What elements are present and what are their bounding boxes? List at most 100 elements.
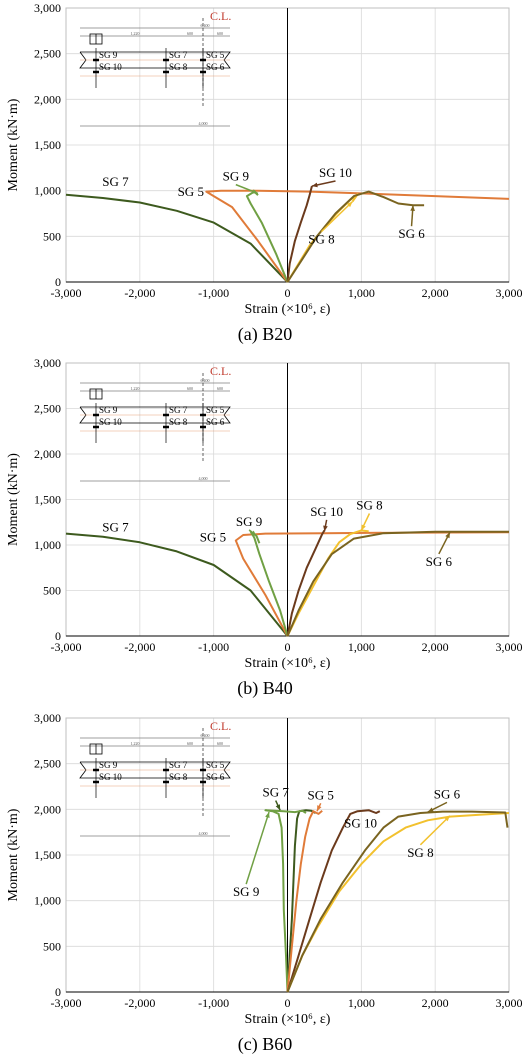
- inset-dim-label: 1,220: [131, 386, 140, 392]
- x-tick-label: 0: [285, 640, 291, 654]
- x-tick-label: 2,000: [422, 286, 449, 300]
- series-annotation: SG 7: [262, 785, 289, 800]
- series-line-sg-9: [245, 190, 289, 283]
- y-tick-label: 1,500: [34, 138, 61, 152]
- x-axis-title: Strain (×10⁶, ε): [245, 302, 331, 317]
- y-tick-label: 2,500: [34, 757, 61, 771]
- series-annotation: SG 5: [178, 184, 204, 199]
- x-tick-label: 0: [285, 996, 291, 1010]
- y-tick-label: 500: [43, 584, 61, 598]
- x-axis-title: Strain (×10⁶, ε): [245, 656, 331, 671]
- inset-gauge-label: SG 6: [206, 62, 225, 72]
- inset-dim-label: 600: [187, 386, 193, 391]
- series-line-sg-5: [234, 531, 510, 637]
- y-axis-title: Moment (kN·m): [6, 98, 21, 191]
- inset-gauge-label: SG 7: [169, 405, 188, 415]
- panel-label: (a) B20: [238, 324, 292, 345]
- x-tick-label: 3,000: [496, 286, 523, 300]
- annotation-arrowhead: [275, 804, 281, 811]
- series-line-sg-8: [286, 812, 510, 993]
- annotation-arrowhead: [323, 525, 328, 532]
- y-tick-label: 2,500: [34, 47, 61, 61]
- y-tick-label: 0: [55, 985, 61, 999]
- y-tick-label: 3,000: [34, 356, 61, 370]
- inset-dim-label: 1,220: [131, 31, 140, 37]
- inset-gauge-label: SG 6: [206, 772, 225, 782]
- inset-gauge-label: SG 6: [206, 417, 225, 427]
- inset-gauge-label: SG 8: [169, 772, 188, 782]
- x-tick-label: -3,000: [51, 640, 82, 654]
- y-tick-label: 500: [43, 229, 61, 243]
- inset-gauge-label: SG 9: [99, 760, 118, 770]
- x-tick-label: 3,000: [496, 640, 523, 654]
- inset-gauge-label: SG 7: [169, 50, 188, 60]
- chart-panel-3: 0 500 1,000 1,500 2,000 2,500 3,000 -3,000 -2,00…: [6, 711, 523, 1055]
- annotation-arrowhead: [251, 189, 258, 194]
- annotation-arrow: [419, 815, 451, 846]
- y-tick-label: 3,000: [34, 711, 61, 725]
- beam-schematic-inset: 6,400 1,220 600 600 SG 9 SG 10 SG 7 SG 8 SG 5 SG …: [79, 364, 231, 482]
- x-tick-label: -1,000: [198, 996, 229, 1010]
- centre-line-label: C.L.: [210, 719, 231, 733]
- inset-dim-label: 6,400: [201, 23, 210, 29]
- y-tick-label: 1,000: [34, 184, 61, 198]
- x-tick-label: -2,000: [124, 996, 155, 1010]
- chart-panel-1: 0 500 1,000 1,500 2,000 2,500 3,000 -3,000 -2,00…: [6, 1, 523, 345]
- inset-dim-label: 600: [217, 741, 223, 746]
- y-axis-title: Moment (kN·m): [6, 453, 21, 546]
- beam-schematic-inset: 6,400 1,220 600 600 SG 9 SG 10 SG 7 SG 8 SG 5 SG …: [79, 9, 231, 127]
- inset-gauge-label: SG 9: [99, 50, 118, 60]
- x-tick-label: -1,000: [198, 640, 229, 654]
- inset-gauge-label: SG 5: [206, 760, 225, 770]
- y-tick-label: 2,000: [34, 447, 61, 461]
- x-tick-label: 2,000: [422, 996, 449, 1010]
- series-line-sg-6: [286, 530, 509, 637]
- series-line-sg-10: [286, 185, 313, 283]
- series-annotation: SG 10: [310, 504, 343, 519]
- centre-line-label: C.L.: [210, 9, 231, 23]
- series-line-sg-9: [249, 530, 289, 637]
- annotation-arrowhead: [361, 524, 366, 531]
- annotation-arrowhead: [346, 201, 353, 208]
- annotation-arrow: [245, 811, 270, 885]
- inset-gauge-label: SG 10: [99, 417, 122, 427]
- y-tick-label: 500: [43, 939, 61, 953]
- x-tick-label: 2,000: [422, 640, 449, 654]
- inset-gauge-label: SG 10: [99, 62, 122, 72]
- y-tick-label: 1,000: [34, 894, 61, 908]
- series-annotation: SG 9: [233, 884, 259, 899]
- y-tick-label: 1,500: [34, 848, 61, 862]
- series-line-sg-5: [205, 189, 510, 283]
- x-tick-label: -3,000: [51, 996, 82, 1010]
- series-annotation: SG 6: [434, 786, 461, 801]
- series-line-sg-9: [264, 809, 307, 993]
- annotation-arrowhead: [444, 815, 450, 822]
- annotation-arrowhead: [317, 805, 322, 812]
- inset-dim-label: 600: [187, 741, 193, 746]
- chart-panel-2: 0 500 1,000 1,500 2,000 2,500 3,000 -3,000 -2,00…: [6, 356, 523, 699]
- series-annotation: SG 10: [344, 816, 377, 831]
- annotation-arrowhead: [445, 532, 450, 539]
- series-annotation: SG 8: [407, 845, 433, 860]
- series-line-sg-7: [65, 532, 289, 637]
- inset-gauge-label: SG 10: [99, 772, 122, 782]
- x-tick-label: 1,000: [348, 640, 375, 654]
- x-tick-label: -2,000: [124, 640, 155, 654]
- y-tick-label: 0: [55, 275, 61, 289]
- inset-dim-label: 4,000: [199, 476, 208, 482]
- inset-dim-label: 600: [217, 386, 223, 391]
- series-annotation: SG 5: [200, 529, 226, 544]
- inset-gauge-label: SG 9: [99, 405, 118, 415]
- x-tick-label: -1,000: [198, 286, 229, 300]
- series-annotation: SG 7: [102, 519, 129, 534]
- annotation-arrowhead: [410, 205, 415, 211]
- inset-gauge-label: SG 5: [206, 405, 225, 415]
- annotation-arrowhead: [311, 182, 318, 188]
- series-annotation: SG 7: [102, 174, 129, 189]
- inset-dim-label: 1,220: [131, 741, 140, 747]
- inset-dim-label: 6,400: [201, 378, 210, 384]
- series-annotation: SG 9: [236, 514, 262, 529]
- series-annotation: SG 6: [426, 554, 453, 569]
- x-axis-title: Strain (×10⁶, ε): [245, 1012, 331, 1027]
